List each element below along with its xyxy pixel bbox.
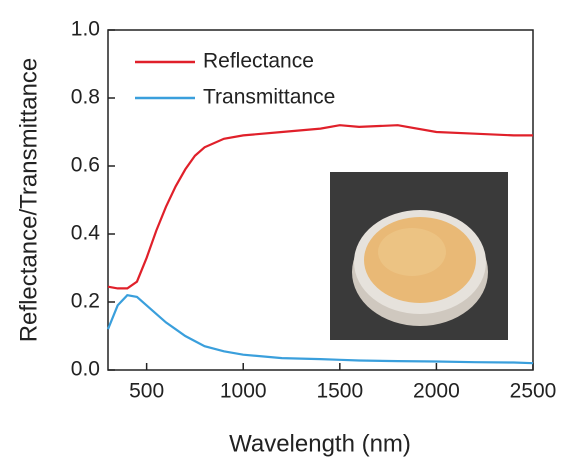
y-tick-label: 1.0 [71, 18, 100, 41]
x-tick-label: 1500 [316, 380, 363, 403]
y-tick-label: 0.4 [71, 222, 101, 245]
plot-frame [107, 29, 534, 371]
y-axis-label: Reflectance/Transmittance [15, 58, 42, 343]
legend-label: Reflectance [203, 50, 314, 73]
x-tick-label: 2000 [413, 380, 460, 403]
inset-photo [330, 172, 508, 340]
y-tick-label: 0.8 [71, 86, 100, 109]
x-axis-label: Wavelength (nm) [229, 430, 411, 457]
y-tick-label: 0.0 [71, 358, 100, 381]
legend-label: Transmittance [203, 86, 335, 109]
x-tick-label: 2500 [510, 380, 557, 403]
series-line [107, 124, 533, 290]
y-tick-label: 0.2 [71, 290, 100, 313]
x-tick-label: 500 [129, 380, 164, 403]
series-line [106, 294, 534, 365]
y-tick-label: 0.6 [71, 154, 100, 177]
x-tick-label: 1000 [220, 380, 267, 403]
